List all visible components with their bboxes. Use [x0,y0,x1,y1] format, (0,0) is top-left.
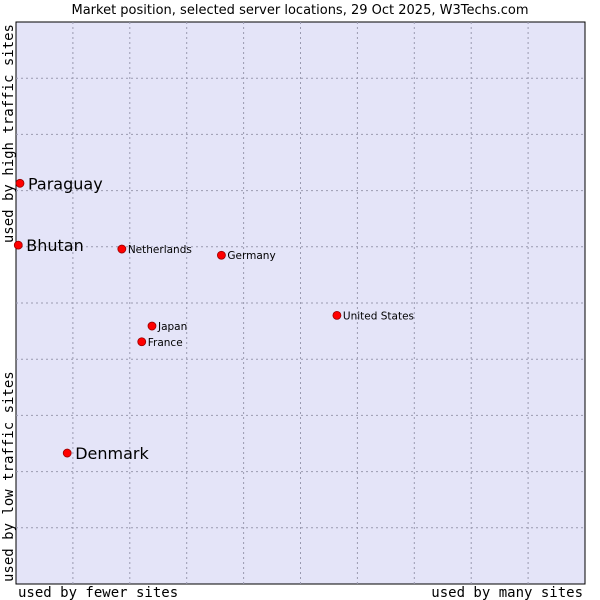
point-label-paraguay: Paraguay [28,174,103,193]
point-denmark [62,448,72,458]
point-label-bhutan: Bhutan [26,236,83,255]
point-japan [147,321,157,331]
point-bhutan [13,240,23,250]
point-germany [217,250,226,260]
y-axis-label-bottom: used by low traffic sites [1,371,17,582]
point-label-netherlands: Netherlands [128,244,192,256]
chart-title: Market position, selected server locatio… [71,3,528,18]
data-points: Paraguay Bhutan Denmark Netherlands Germany U… [13,174,414,463]
point-netherlands [117,244,127,254]
point-label-japan: Japan [157,321,187,333]
point-label-united-states: United States [343,310,414,322]
x-axis-label-left: used by fewer sites [18,585,178,600]
point-label-denmark: Denmark [75,444,149,463]
point-label-germany: Germany [227,250,275,262]
y-axis-label-top: used by high traffic sites [1,24,17,243]
point-united-states [332,310,342,320]
point-label-france: France [148,337,183,349]
point-paraguay [15,178,25,188]
x-axis-label-right: used by many sites [431,585,583,600]
point-france [137,337,147,347]
grid-lines [16,22,585,584]
